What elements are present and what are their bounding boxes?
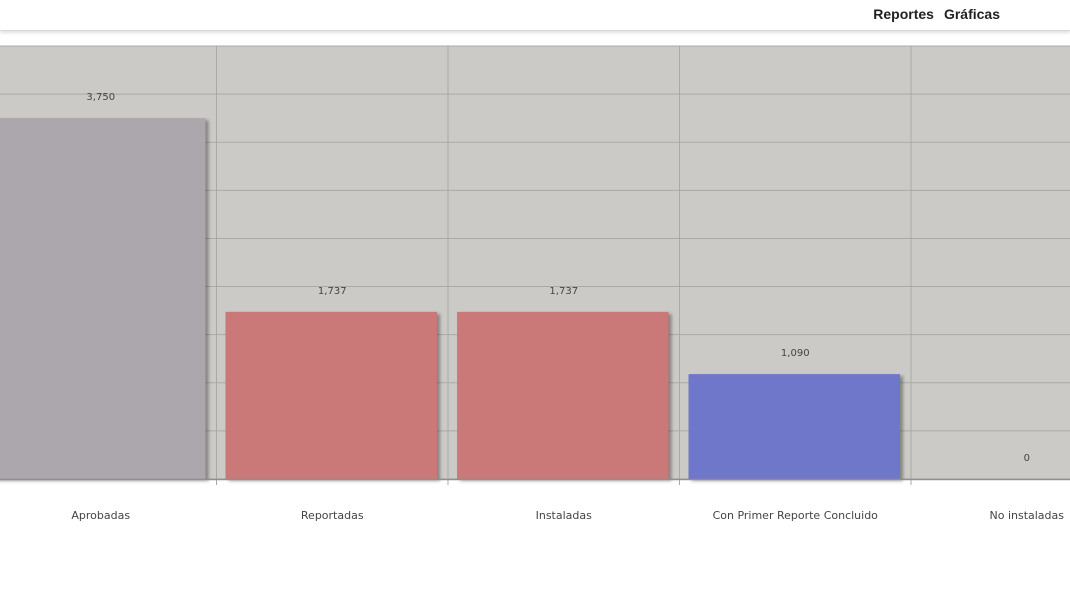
value-label: 0 — [1024, 453, 1030, 464]
value-label: 3,750 — [86, 92, 115, 103]
bar-instaladas[interactable] — [457, 311, 669, 479]
value-labels-group: 3,750 1,737 1,737 1,090 0 — [86, 92, 1030, 464]
nav-item-reportes[interactable]: Reportes — [873, 6, 934, 22]
category-label: Aprobadas — [71, 509, 130, 522]
category-label: No instaladas — [989, 509, 1064, 522]
bar-aprobadas[interactable] — [0, 118, 206, 480]
nav-menu: Reportes Gráficas — [873, 6, 1000, 22]
bar-reportadas[interactable] — [225, 311, 438, 479]
top-navigation-bar: Reportes Gráficas — [0, 0, 1070, 31]
category-label: Instaladas — [536, 509, 593, 522]
bar-con-primer-reporte-concluido[interactable] — [688, 374, 901, 479]
category-label: Reportadas — [301, 509, 364, 522]
value-label: 1,737 — [549, 286, 578, 297]
value-label: 1,737 — [318, 286, 347, 297]
bars-group — [0, 118, 901, 480]
category-label: Con Primer Reporte Concluido — [713, 509, 879, 522]
value-label: 1,090 — [781, 348, 810, 359]
nav-item-graficas[interactable]: Gráficas — [943, 6, 1000, 22]
category-labels-group: Aprobadas Reportadas Instaladas Con Primer … — [71, 509, 1064, 522]
